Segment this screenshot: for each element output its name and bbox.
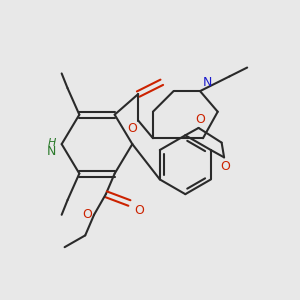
Text: O: O <box>127 122 137 135</box>
Text: O: O <box>82 208 92 221</box>
Text: H: H <box>48 138 56 148</box>
Text: O: O <box>220 160 230 173</box>
Text: O: O <box>195 112 205 126</box>
Text: O: O <box>134 205 144 218</box>
Text: N: N <box>47 145 56 158</box>
Text: N: N <box>202 76 212 89</box>
